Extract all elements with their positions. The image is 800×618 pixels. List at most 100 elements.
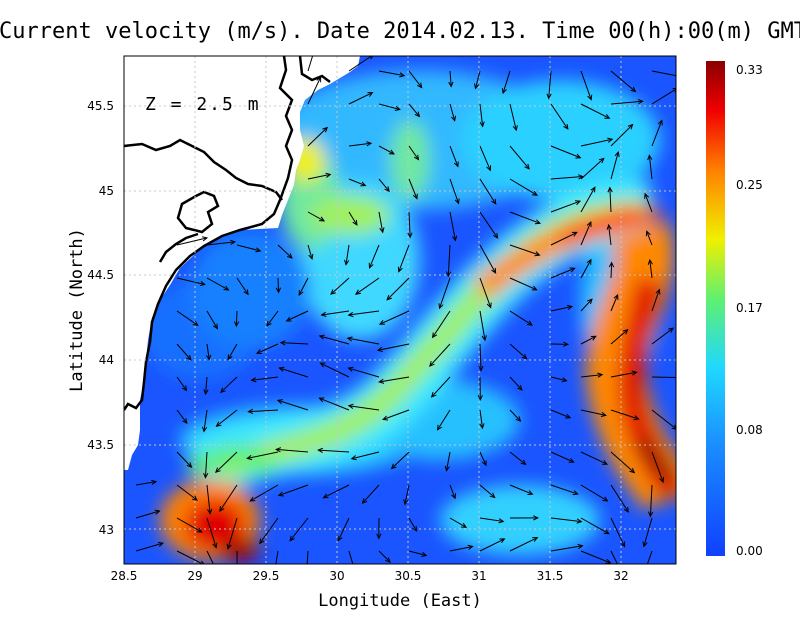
velocity-arrow [345, 244, 350, 265]
velocity-arrow-head [219, 387, 226, 394]
velocity-arrow [550, 176, 583, 180]
velocity-arrow-head [192, 320, 199, 326]
velocity-arrow [479, 211, 498, 239]
velocity-arrow [651, 409, 676, 430]
velocity-arrow [431, 376, 451, 398]
velocity-arrow [135, 542, 164, 552]
velocity-arrow-head [587, 94, 593, 101]
y-ticks: 43 43.5 44 44.5 45 45.5 [87, 99, 114, 537]
velocity-arrow-head [630, 86, 637, 93]
velocity-arrow-head [479, 121, 485, 128]
velocity-arrow-head [203, 389, 209, 396]
velocity-arrow [610, 262, 613, 279]
velocity-arrow-head [565, 413, 572, 419]
velocity-arrow-head [607, 137, 614, 143]
velocity-arrow-head [412, 525, 418, 532]
velocity-arrow-head [386, 294, 392, 301]
velocity-arrow-head [316, 76, 322, 83]
velocity-arrow-head [414, 111, 421, 118]
velocity-arrow [479, 343, 482, 371]
velocity-arrow [280, 342, 309, 345]
velocity-arrow [651, 88, 676, 105]
velocity-arrow [550, 451, 574, 463]
velocity-arrow [278, 484, 309, 496]
velocity-arrow-head [367, 92, 374, 97]
x-tick-label: 28.5 [111, 569, 138, 583]
velocity-arrow-head [275, 287, 282, 294]
velocity-arrow-head [325, 172, 332, 178]
velocity-arrow-head [199, 280, 206, 287]
velocity-arrow [509, 244, 540, 256]
velocity-arrow-head [181, 385, 188, 392]
velocity-arrow-head [223, 285, 230, 291]
velocity-arrow [610, 70, 636, 92]
velocity-arrow-head [255, 247, 262, 253]
velocity-arrow-head [286, 253, 293, 259]
velocity-arrow-head [642, 541, 648, 548]
velocity-arrow [348, 178, 366, 187]
velocity-arrow [651, 451, 664, 483]
velocity-arrow-head [298, 290, 304, 297]
velocity-arrow-head [598, 157, 605, 164]
velocity-arrow-head [151, 479, 158, 485]
velocity-arrow-head [399, 72, 406, 78]
velocity-arrow-head [602, 496, 609, 502]
velocity-arrow [509, 277, 537, 291]
colorbar-gradient [706, 61, 725, 556]
velocity-arrow [610, 484, 629, 513]
velocity-arrow [408, 178, 418, 199]
velocity-arrow-head [376, 533, 382, 540]
velocity-arrow-head [604, 114, 611, 119]
velocity-arrow-head [627, 123, 634, 130]
velocity-arrow-head [226, 543, 232, 550]
velocity-arrow-head [206, 354, 212, 361]
velocity-arrow-head [192, 495, 198, 501]
velocity-arrow [206, 343, 210, 360]
velocity-arrow-head [438, 303, 444, 310]
velocity-arrow [176, 451, 192, 468]
velocity-arrow [550, 267, 575, 279]
velocity-arrow-head [498, 518, 505, 524]
velocity-arrow-head [645, 230, 651, 237]
velocity-arrow-head [600, 411, 607, 418]
velocity-arrow [307, 77, 322, 105]
depth-label: Z = 2.5 m [145, 94, 261, 115]
velocity-arrow [509, 343, 527, 360]
velocity-arrow-head [568, 457, 575, 463]
velocity-arrow [348, 211, 358, 226]
velocity-arrow-head [412, 193, 418, 200]
velocity-arrow [649, 259, 653, 279]
velocity-arrow-head [491, 267, 497, 274]
velocity-arrow-head [655, 288, 661, 295]
velocity-arrow [320, 362, 350, 378]
y-tick-label: 43.5 [87, 438, 114, 452]
velocity-arrow-head [453, 161, 459, 168]
x-tick-label: 29 [187, 569, 202, 583]
velocity-arrow [479, 310, 486, 341]
velocity-arrow [648, 155, 653, 180]
velocity-arrow [432, 310, 451, 338]
velocity-arrow [580, 335, 597, 345]
velocity-arrow [298, 277, 309, 296]
velocity-arrow [408, 70, 423, 88]
velocity-arrow-head [491, 198, 497, 205]
velocity-arrow-head [233, 321, 240, 328]
velocity-arrow [509, 537, 538, 552]
velocity-arrow [250, 484, 279, 502]
velocity-arrow [176, 376, 187, 391]
velocity-arrow-head [563, 123, 569, 130]
x-tick-label: 30.5 [395, 569, 422, 583]
velocity-arrow [449, 484, 456, 499]
velocity-arrow [391, 451, 410, 469]
velocity-arrow-head [643, 571, 647, 576]
velocity-arrow [135, 481, 157, 486]
velocity-arrow [437, 409, 451, 431]
velocity-arrow [610, 329, 629, 345]
velocity-arrow [610, 100, 643, 105]
velocity-arrow-head [478, 365, 484, 372]
x-axis-label: Longitude (East) [318, 591, 482, 611]
velocity-arrow [279, 367, 309, 378]
velocity-arrow [307, 244, 313, 259]
velocity-arrow [355, 277, 380, 295]
velocity-arrow-head [403, 499, 409, 506]
